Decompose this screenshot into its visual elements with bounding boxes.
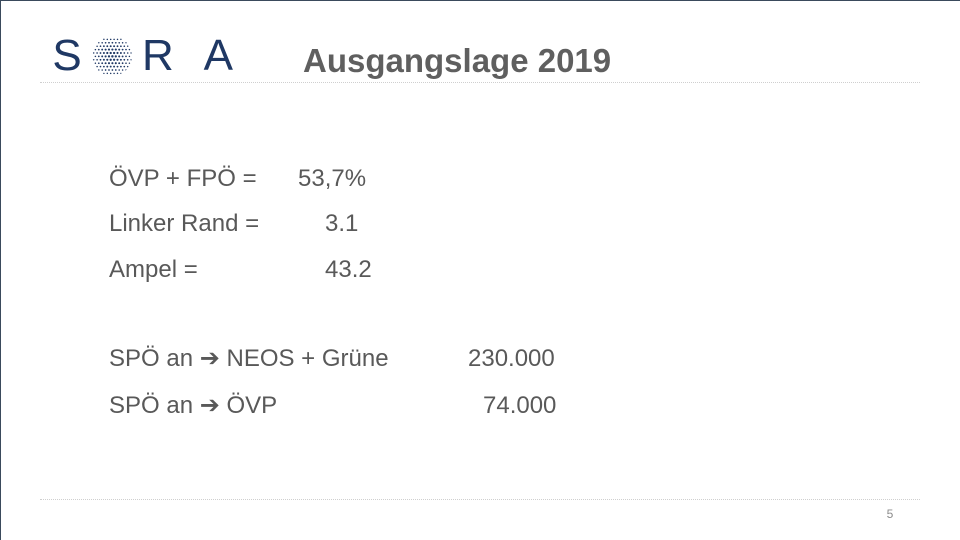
slide-edge-left xyxy=(0,0,1,540)
header-divider xyxy=(40,82,920,83)
line-label: Ampel = xyxy=(109,256,198,283)
line-value: 74.000 xyxy=(483,392,557,419)
footer-divider xyxy=(40,499,920,500)
page-number: 5 xyxy=(886,507,894,521)
line-value: 53,7% xyxy=(298,165,367,192)
line-value: 3.1 xyxy=(325,210,359,237)
line-value: 230.000 xyxy=(468,345,555,372)
slide-title: Ausgangslage 2019 xyxy=(303,42,612,79)
slide-edge-top xyxy=(0,0,960,1)
logo-letter-s: S xyxy=(52,31,82,80)
line-label: SPÖ an ➔ NEOS + Grüne xyxy=(109,345,389,372)
dotted-globe-icon xyxy=(92,38,132,75)
sora-logo: S R A xyxy=(50,30,243,82)
line-label: Linker Rand = xyxy=(109,210,260,237)
line-value: 43.2 xyxy=(325,256,372,283)
line-label: SPÖ an ➔ ÖVP xyxy=(109,392,278,419)
line-label: ÖVP + FPÖ = xyxy=(109,165,257,192)
logo-letters-ra: R A xyxy=(142,31,243,80)
